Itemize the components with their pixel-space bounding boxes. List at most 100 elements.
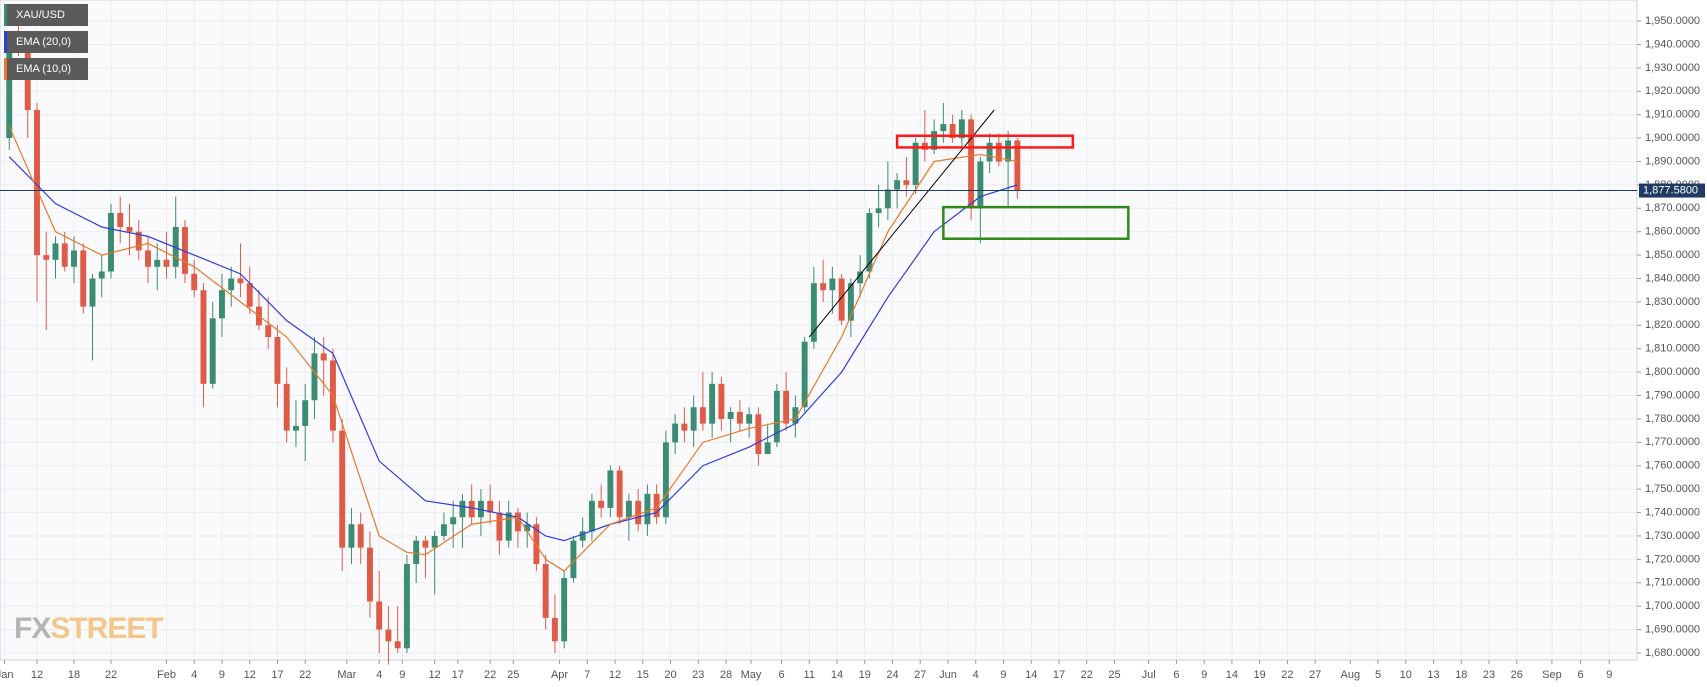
candle-body bbox=[884, 189, 891, 209]
candle-body bbox=[616, 470, 623, 518]
y-tick-label: 1,860.0000 bbox=[1645, 226, 1700, 238]
legend: XAU/USD EMA (20,0) EMA (10,0) bbox=[4, 4, 88, 80]
candle-body bbox=[108, 212, 114, 272]
candle-body bbox=[792, 407, 799, 424]
candle-body bbox=[228, 278, 235, 291]
candle-body bbox=[431, 535, 438, 548]
candle-body bbox=[385, 629, 392, 642]
candle-body bbox=[311, 353, 318, 401]
x-tick-label: 9 bbox=[399, 669, 405, 681]
candle-body bbox=[477, 500, 484, 518]
candle-body bbox=[496, 512, 503, 541]
candle-body bbox=[764, 442, 771, 455]
candle-body bbox=[672, 423, 679, 443]
x-tick-label: 9 bbox=[1201, 669, 1207, 681]
candle-body bbox=[145, 250, 151, 267]
candle-body bbox=[514, 512, 521, 532]
candle-body bbox=[34, 110, 40, 256]
x-tick-label: Jan bbox=[0, 669, 13, 681]
x-tick-label: 15 bbox=[637, 669, 649, 681]
candle-body bbox=[829, 278, 836, 291]
candle-body bbox=[903, 180, 910, 185]
x-tick-label: 25 bbox=[1108, 669, 1120, 681]
candle-body bbox=[524, 524, 531, 532]
y-tick-label: 1,700.0000 bbox=[1645, 600, 1700, 612]
candle-body bbox=[875, 208, 882, 213]
y-tick-label: 1,900.0000 bbox=[1645, 132, 1700, 144]
candle-body bbox=[746, 414, 753, 424]
x-tick-label: 17 bbox=[1053, 669, 1065, 681]
candle-body bbox=[89, 278, 96, 307]
candle-body bbox=[98, 271, 105, 279]
axes: 1,680.0000 1,690.0000 1,700.0000 1,710.0000… bbox=[0, 15, 1705, 681]
x-tick-label: 14 bbox=[831, 669, 843, 681]
x-tick-label: 22 bbox=[484, 669, 496, 681]
y-tick-label: 1,790.0000 bbox=[1645, 389, 1700, 401]
candle-body bbox=[727, 411, 734, 419]
candle-body bbox=[662, 442, 669, 518]
y-tick-label: 1,820.0000 bbox=[1645, 319, 1700, 331]
candle-body bbox=[487, 500, 494, 513]
x-tick-label: 14 bbox=[1025, 669, 1037, 681]
x-tick-label: Apr bbox=[551, 669, 568, 681]
y-tick-label: 1,950.0000 bbox=[1645, 15, 1700, 27]
candle-body bbox=[219, 290, 225, 319]
candle-body bbox=[847, 283, 854, 321]
y-tick-label: 1,780.0000 bbox=[1645, 413, 1700, 425]
marks bbox=[0, 21, 1637, 665]
x-tick-label: 11 bbox=[804, 669, 815, 681]
x-tick-label: 12 bbox=[31, 669, 43, 681]
x-tick-label: 7 bbox=[584, 669, 590, 681]
y-tick-label: 1,940.0000 bbox=[1645, 38, 1700, 50]
candle-body bbox=[302, 400, 309, 426]
candle-body bbox=[977, 161, 984, 209]
candle-body bbox=[958, 119, 965, 139]
x-tick-label: 9 bbox=[1000, 669, 1006, 681]
x-tick-label: 17 bbox=[271, 669, 283, 681]
y-tick-label: 1,740.0000 bbox=[1645, 506, 1700, 518]
x-tick-label: 22 bbox=[1081, 669, 1093, 681]
x-tick-label: 25 bbox=[507, 669, 519, 681]
candle-body bbox=[561, 578, 568, 642]
y-tick-label: 1,810.0000 bbox=[1645, 343, 1700, 355]
legend-label: EMA (20,0) bbox=[16, 36, 71, 48]
x-tick-label: 19 bbox=[859, 669, 871, 681]
x-tick-label: 17 bbox=[452, 669, 464, 681]
candle-body bbox=[699, 407, 706, 424]
y-tick-label: 1,690.0000 bbox=[1645, 623, 1700, 635]
candle-body bbox=[283, 383, 290, 431]
candle-body bbox=[126, 227, 133, 232]
candle-body bbox=[6, 39, 13, 139]
candle-body bbox=[579, 531, 586, 541]
x-tick-label: 6 bbox=[1578, 669, 1584, 681]
x-tick-label: 26 bbox=[1511, 669, 1523, 681]
last-price-label: 1,877.5800 bbox=[1643, 184, 1698, 196]
candle-body bbox=[801, 341, 808, 408]
candle-body bbox=[117, 212, 124, 228]
legend-label: XAU/USD bbox=[16, 9, 65, 21]
zone-box bbox=[942, 205, 1130, 240]
candle-body bbox=[644, 493, 651, 525]
x-tick-label: 19 bbox=[1254, 669, 1266, 681]
candle-body bbox=[505, 512, 512, 541]
y-tick-label: 1,680.0000 bbox=[1645, 647, 1700, 659]
y-tick-label: 1,870.0000 bbox=[1645, 202, 1700, 214]
candle-body bbox=[690, 407, 697, 431]
x-tick-label: May bbox=[741, 669, 762, 681]
x-tick-label: 4 bbox=[973, 669, 979, 681]
candle-body bbox=[894, 180, 901, 190]
candle-body bbox=[598, 500, 605, 508]
x-tick-label: Jun bbox=[939, 669, 957, 681]
x-tick-label: 28 bbox=[720, 669, 732, 681]
candle-body bbox=[52, 243, 59, 260]
candle-body bbox=[995, 142, 1002, 162]
ema-line bbox=[8, 156, 1018, 542]
x-tick-label: 6 bbox=[778, 669, 784, 681]
legend-label: EMA (10,0) bbox=[16, 63, 71, 75]
x-tick-label: 14 bbox=[1226, 669, 1238, 681]
y-tick-label: 1,890.0000 bbox=[1645, 155, 1700, 167]
x-tick-label: 22 bbox=[1281, 669, 1293, 681]
x-tick-label: Jul bbox=[1142, 669, 1156, 681]
x-tick-label: Mar bbox=[337, 669, 356, 681]
